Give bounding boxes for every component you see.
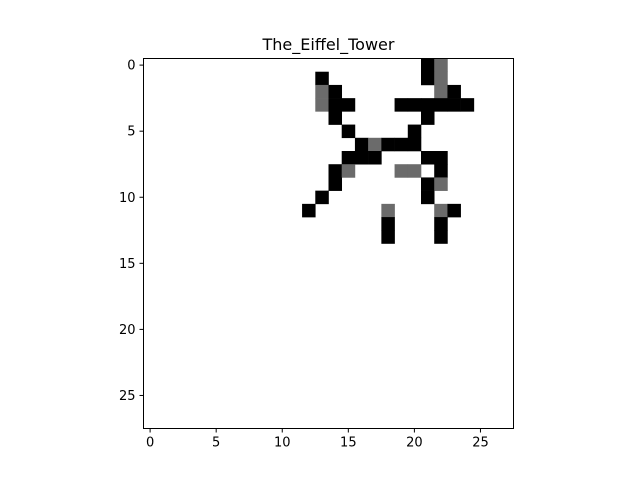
heatmap-cell	[421, 111, 435, 125]
chart-title: The_Eiffel_Tower	[262, 35, 395, 55]
heatmap-cell	[315, 71, 329, 86]
heatmap-cell	[302, 203, 316, 218]
heatmap-cell	[434, 151, 448, 165]
heatmap-cell	[447, 98, 461, 112]
x-tick-label: 25	[472, 436, 489, 451]
heatmap-cell	[381, 230, 395, 244]
x-axis: 0 5 10 15 20 25	[146, 428, 489, 451]
heatmap-cell	[434, 203, 448, 218]
heatmap-cell	[421, 71, 435, 86]
heatmap-cell	[421, 98, 435, 112]
heatmap-cell	[447, 203, 461, 218]
heatmap-cells	[302, 58, 475, 244]
heatmap-cell	[315, 98, 329, 112]
heatmap-cell	[381, 137, 395, 152]
x-tick-label: 10	[274, 436, 291, 451]
heatmap-cell	[328, 177, 343, 191]
heatmap-cell	[421, 177, 435, 191]
heatmap-cell	[407, 164, 422, 178]
heatmap-cell	[434, 164, 448, 178]
x-tick-label: 20	[406, 436, 423, 451]
heatmap-cell	[341, 124, 356, 139]
heatmap-cell	[381, 203, 395, 218]
heatmap-cell	[315, 84, 329, 99]
heatmap-cell	[368, 137, 382, 152]
heatmap-cell	[354, 137, 369, 152]
heatmap-cell	[421, 58, 435, 73]
heatmap-cell	[368, 151, 382, 165]
heatmap-cell	[407, 98, 422, 112]
heatmap-cell	[328, 111, 343, 125]
heatmap-cell	[381, 217, 395, 231]
heatmap-cell	[315, 190, 329, 205]
heatmap-cell	[394, 164, 409, 178]
heatmap-cell	[421, 151, 435, 165]
heatmap-cell	[434, 217, 448, 231]
heatmap-cell	[394, 98, 409, 112]
y-tick-label: 15	[119, 257, 136, 272]
heatmap-cell	[434, 177, 448, 191]
plot-frame	[143, 58, 514, 429]
heatmap-cell	[341, 151, 356, 165]
y-tick-label: 25	[119, 389, 136, 404]
y-tick-label: 10	[119, 191, 136, 206]
heatmap-cell	[434, 58, 448, 73]
heatmap-cell	[434, 230, 448, 244]
heatmap-cell	[328, 164, 343, 178]
heatmap-cell	[394, 137, 409, 152]
y-axis: 0 5 10 15 20 25	[119, 59, 144, 404]
heatmap-cell	[460, 98, 475, 112]
heatmap-cell	[341, 98, 356, 112]
x-tick-label: 5	[212, 436, 220, 451]
heatmap-cell	[354, 151, 369, 165]
y-tick-label: 20	[119, 323, 136, 338]
heatmap-cell	[407, 137, 422, 152]
y-tick-label: 0	[127, 59, 135, 74]
x-tick-label: 15	[340, 436, 357, 451]
heatmap-cell	[421, 190, 435, 205]
heatmap-cell	[328, 98, 343, 112]
heatmap-cell	[341, 164, 356, 178]
heatmap-cell	[434, 71, 448, 86]
heatmap-cell	[434, 84, 448, 99]
heatmap-cell	[407, 124, 422, 139]
heatmap-cell	[434, 98, 448, 112]
y-tick-label: 5	[127, 125, 135, 140]
x-tick-label: 0	[146, 436, 154, 451]
heatmap-cell	[328, 84, 343, 99]
heatmap-cell	[447, 84, 461, 99]
